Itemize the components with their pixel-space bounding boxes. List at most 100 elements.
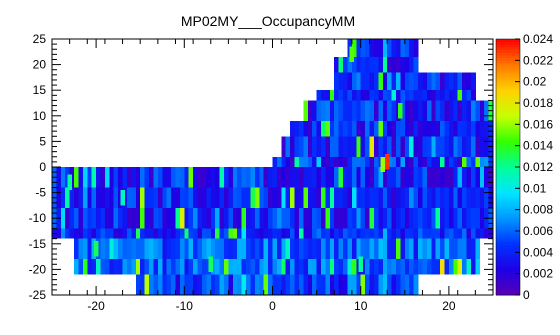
heatmap-cell [294,167,300,188]
heatmap-cell [453,72,459,91]
heatmap-cell [179,274,185,295]
heatmap-cell [373,72,379,91]
heatmap-cell [462,72,467,91]
heatmap-cell [351,259,357,275]
heatmap-cell [254,274,260,295]
heatmap-cell [418,238,423,260]
heatmap-cell [329,207,335,229]
heatmap-cell [263,167,269,188]
z-tick-label: 0.008 [523,203,553,217]
heatmap-cell [118,259,123,275]
heatmap-cell [188,228,194,239]
heatmap-cell [373,90,379,101]
color-scale-step [496,207,520,211]
z-tick-label: 0.018 [523,96,553,110]
heatmap-cell [175,274,181,295]
heatmap-cell [294,228,300,239]
heatmap-cell [387,136,392,157]
heatmap-cell [453,90,459,101]
heatmap-cell [285,259,291,275]
heatmap-cell [307,120,313,137]
heatmap-cell [351,156,357,167]
heatmap-cell [166,274,172,295]
heatmap-cell [431,156,437,167]
heatmap-cell [365,90,370,101]
heatmap-cell [298,238,304,260]
heatmap-cell [334,259,340,275]
color-scale-step [496,97,520,101]
heatmap-cell [395,207,401,229]
heatmap-cell [391,72,397,91]
heatmap-cell [347,156,353,167]
heatmap-cell [475,156,481,167]
heatmap-cell [453,259,459,275]
heatmap-cell [422,120,428,137]
heatmap-cell [246,187,251,208]
heatmap-cell [285,136,291,157]
heatmap-cell [126,187,132,208]
heatmap-cell [272,274,278,295]
heatmap-hotspot [380,156,385,173]
heatmap-cell [157,238,163,260]
heatmap-cell [334,120,340,137]
heatmap-cell [360,167,366,188]
heatmap-cell [91,167,97,188]
heatmap-cell [303,228,309,239]
heatmap-cell [444,167,450,188]
heatmap-cell [484,156,489,167]
color-scale-step [496,156,520,160]
heatmap-cell [448,136,454,157]
heatmap-cell [241,238,247,260]
heatmap-cell [215,259,220,275]
heatmap-cell [140,238,146,260]
heatmap-hotspot [358,256,363,272]
heatmap-cell [369,39,375,57]
color-scale-step [496,103,520,107]
heatmap-cell [241,259,247,275]
color-scale-step [496,55,520,59]
heatmap-cell [466,238,472,260]
heatmap-cell [360,100,366,121]
heatmap-cell [365,136,370,157]
heatmap-cell [241,207,247,229]
heatmap-cell [400,207,406,229]
heatmap-cell [100,228,106,239]
heatmap-cell [113,238,119,260]
heatmap-cell [329,238,335,260]
heatmap-cell [435,228,441,239]
heatmap-cell [157,187,163,208]
heatmap-cell [338,228,344,239]
heatmap-cell [466,187,472,208]
heatmap-cell [56,167,62,188]
heatmap-cell [426,120,432,137]
heatmap-cell [356,167,362,188]
heatmap-cell [307,156,313,167]
heatmap-cell [457,136,463,157]
heatmap-cell [232,167,238,188]
heatmap-cell [263,238,269,260]
heatmap-cell [334,207,340,229]
heatmap-cell [391,100,397,121]
heatmap-cell [387,100,392,121]
heatmap-cell [391,167,397,188]
heatmap-cell [484,187,489,208]
color-scale-step [496,41,520,45]
heatmap-cell [338,167,344,188]
heatmap-hotspot [384,154,390,170]
heatmap-cell [197,274,203,295]
heatmap-region [272,156,494,167]
heatmap-cell [228,207,234,229]
heatmap-cell [475,238,481,260]
color-scale-axis: 0 0.002 0.004 0.006 0.008 0.01 0.012 0.014 0.016… [515,32,553,302]
color-scale-step [496,44,520,48]
heatmap-cell [435,207,441,229]
heatmap-cell [431,238,437,260]
heatmap-cell [228,238,234,260]
z-tick-label: 0.002 [523,267,553,281]
heatmap-cell [232,207,238,229]
heatmap-cell [329,156,335,167]
heatmap-cell [338,100,344,121]
heatmap-cell [87,207,93,229]
heatmap-cell [365,274,370,295]
heatmap-cell [404,90,410,101]
